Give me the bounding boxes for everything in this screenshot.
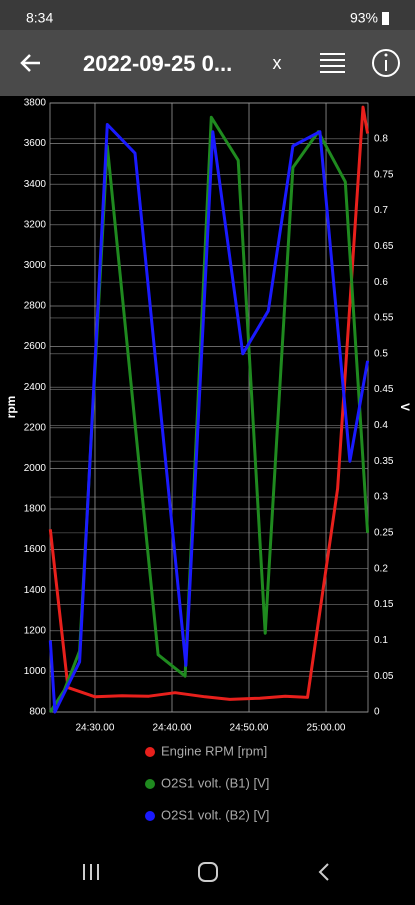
y2-tick-label: 0.35 [374, 456, 394, 467]
y-tick-label: 1000 [24, 666, 47, 677]
y-tick-label: 2600 [24, 341, 47, 352]
y-tick-label: 3400 [24, 179, 47, 190]
x-tick-label: 24:30.00 [76, 723, 115, 734]
status-time: 8:34 [26, 10, 53, 26]
series-line [48, 123, 370, 714]
x-tick-label: 25:00.00 [307, 723, 346, 734]
y2-tick-label: 0.7 [374, 205, 388, 216]
header-bar [0, 30, 415, 96]
y2-tick-label: 0.2 [374, 563, 388, 574]
y2-tick-label: 0.05 [374, 671, 394, 682]
battery-icon [382, 12, 389, 25]
back-button[interactable] [20, 54, 40, 72]
plot-border [49, 102, 369, 713]
y-tick-label: 2800 [24, 301, 47, 312]
y2-tick-label: 0.5 [374, 348, 388, 359]
legend-marker [145, 747, 155, 757]
legend-marker [145, 779, 155, 789]
y-tick-label: 3600 [24, 138, 47, 149]
y2-tick-label: 0.55 [374, 313, 394, 324]
y2-tick-label: 0.65 [374, 241, 394, 252]
y-tick-label: 3000 [24, 260, 47, 271]
series-line [48, 105, 370, 701]
y-tick-label: 2200 [24, 422, 47, 433]
status-bar [0, 0, 415, 30]
close-button[interactable]: x [273, 53, 282, 73]
legend-label: Engine RPM [rpm] [161, 743, 267, 758]
battery-level: 93% [350, 10, 378, 26]
y2-tick-label: 0.75 [374, 169, 394, 180]
y2-axis-label: V [398, 403, 412, 411]
x-tick-label: 24:50.00 [230, 723, 269, 734]
y2-tick-label: 0.45 [374, 384, 394, 395]
y-tick-label: 1600 [24, 544, 47, 555]
y-tick-label: 1800 [24, 504, 47, 515]
y2-tick-label: 0.4 [374, 420, 388, 431]
x-tick-label: 24:40.00 [153, 723, 192, 734]
legend-label: O2S1 volt. (B2) [V] [161, 807, 269, 822]
y-tick-label: 800 [29, 707, 46, 718]
legend-marker [145, 811, 155, 821]
y-tick-label: 2000 [24, 463, 47, 474]
y2-tick-label: 0.15 [374, 599, 394, 610]
y-tick-label: 1400 [24, 585, 47, 596]
y-tick-label: 3200 [24, 219, 47, 230]
y2-tick-label: 0.25 [374, 528, 394, 539]
chart: 800 1000 1200 1400 1600 1800 2000 2200 2400 2600 2… [4, 98, 412, 823]
y-tick-label: 3800 [24, 98, 47, 109]
y2-tick-label: 0 [374, 707, 380, 718]
nav-bar [83, 862, 329, 882]
y-tick-label: 1200 [24, 625, 47, 636]
info-button[interactable] [372, 49, 400, 77]
y-axis-label: rpm [4, 396, 18, 419]
y2-tick-label: 0.8 [374, 133, 388, 144]
y2-tick-label: 0.3 [374, 492, 388, 503]
list-button[interactable] [320, 53, 345, 73]
y2-tick-label: 0.1 [374, 635, 388, 646]
y2-tick-label: 0.6 [374, 277, 388, 288]
header-title: 2022-09-25 0... [83, 51, 232, 76]
legend-label: O2S1 volt. (B1) [V] [161, 775, 269, 790]
y-tick-label: 2400 [24, 382, 47, 393]
